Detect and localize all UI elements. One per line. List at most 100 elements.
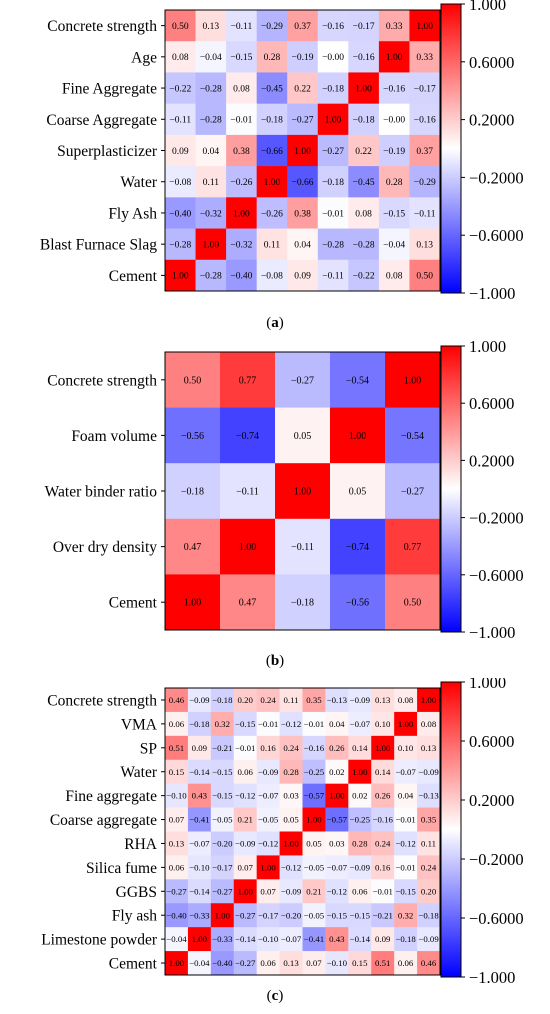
heatmap-cell xyxy=(417,783,441,808)
heatmap-cell xyxy=(417,951,441,976)
heatmap-cell xyxy=(187,927,212,952)
heatmap-cell-value: 0.16 xyxy=(260,743,276,753)
heatmap-cell xyxy=(210,783,235,808)
heatmap-cell-value: 0.24 xyxy=(260,695,276,705)
heatmap-cell xyxy=(287,103,319,136)
heatmap-cell-value: −0.25 xyxy=(304,767,325,777)
heatmap-cell xyxy=(195,72,227,105)
heatmap-cell-value: 1.00 xyxy=(294,147,311,157)
row-label: Fly Ash xyxy=(108,205,157,222)
colorbar-tick-label: −1.000 xyxy=(469,623,515,642)
colorbar-tick-label: −1.000 xyxy=(469,968,515,987)
heatmap-cell-value: 0.50 xyxy=(416,272,433,282)
heatmap-cell-value: 0.03 xyxy=(283,791,299,801)
heatmap-cell xyxy=(378,228,410,261)
heatmap-cell-value: −0.07 xyxy=(395,767,416,777)
heatmap-cell xyxy=(187,711,212,737)
heatmap-cell-value: 1.00 xyxy=(398,719,414,729)
heatmap-cell-value: 0.15 xyxy=(169,767,185,777)
heatmap-cell xyxy=(330,463,386,520)
heatmap-cell-value: −0.17 xyxy=(353,22,375,32)
heatmap-cell-value: −0.13 xyxy=(418,791,439,801)
heatmap-cell-value: 1.00 xyxy=(169,958,185,968)
heatmap-cell-value: −0.27 xyxy=(212,886,233,896)
heatmap-cell-value: −0.04 xyxy=(383,240,405,250)
heatmap-cell-value: 0.04 xyxy=(329,719,345,729)
heatmap-cell-value: 1.00 xyxy=(238,886,254,896)
caption-a: (a) xyxy=(266,315,284,331)
heatmap-cell-value: −0.07 xyxy=(258,791,279,801)
heatmap-cell-value: −0.16 xyxy=(383,84,405,94)
heatmap-cell xyxy=(317,228,349,261)
heatmap-cell xyxy=(417,903,441,928)
heatmap-cell xyxy=(165,166,196,198)
heatmap-cell xyxy=(165,259,196,292)
heatmap-cell xyxy=(233,927,258,952)
heatmap-cell xyxy=(256,927,280,952)
heatmap-cell xyxy=(233,759,258,785)
heatmap-cell xyxy=(385,352,441,408)
heatmap-cell-value: −0.07 xyxy=(281,934,302,944)
heatmap-cell xyxy=(348,903,372,928)
heatmap-cell-value: 1.00 xyxy=(349,431,367,442)
heatmap-cell-value: −0.22 xyxy=(353,272,375,282)
heatmap-cell-value: 1.00 xyxy=(172,272,189,282)
heatmap-cell-value: −0.12 xyxy=(281,719,301,729)
heatmap-cell xyxy=(195,41,227,73)
heatmap-cell-value: 0.15 xyxy=(352,958,368,968)
heatmap-cell-value: 0.11 xyxy=(284,695,299,705)
heatmap-cell-value: 0.50 xyxy=(184,375,202,386)
heatmap-cell xyxy=(371,927,395,952)
heatmap-cell-value: 0.22 xyxy=(294,84,311,94)
heatmap-b-svg: 0.50 0.77 −0.27 −0.54 1.00 −0.56 −0.74 0.05 1.00… xyxy=(45,338,524,642)
heatmap-cell-value: 0.06 xyxy=(260,958,276,968)
row-label: Water xyxy=(120,764,157,781)
heatmap-cell xyxy=(226,259,258,292)
heatmap-cell xyxy=(371,783,395,808)
heatmap-cell-value: 0.04 xyxy=(203,147,220,157)
heatmap-cell xyxy=(302,807,326,832)
heatmap-cell-value: −0.12 xyxy=(281,862,301,872)
heatmap-cell xyxy=(302,831,326,856)
heatmap-cell xyxy=(226,10,258,42)
heatmap-a: 0.50 0.13 −0.11 −0.29 0.37 −0.16 −0.17 0.33 1.00… xyxy=(0,0,550,310)
heatmap-cell xyxy=(371,855,395,880)
heatmap-cell-value: 0.21 xyxy=(306,886,321,896)
heatmap-cell-value: −0.18 xyxy=(418,910,439,920)
heatmap-cell xyxy=(187,831,212,856)
heatmap-cell-value: −0.28 xyxy=(200,84,222,94)
row-label: RHA xyxy=(124,836,158,853)
colorbar-tick-label: −0.6000 xyxy=(469,566,524,585)
heatmap-cell-value: −0.54 xyxy=(346,375,369,386)
heatmap-cell-value: −0.07 xyxy=(350,719,371,729)
heatmap-cell xyxy=(409,166,441,198)
heatmap-cell xyxy=(165,134,196,167)
heatmap-cell xyxy=(330,352,386,408)
heatmap-cells: 0.50 0.77 −0.27 −0.54 1.00 −0.56 −0.74 0.05 1.00… xyxy=(165,352,441,631)
caption-b-letter: b xyxy=(270,653,280,669)
row-label: Foam volume xyxy=(71,428,157,445)
heatmap-cell xyxy=(287,72,319,105)
heatmap-cell-value: −0.18 xyxy=(189,719,210,729)
heatmap-cell-value: −0.15 xyxy=(383,209,405,219)
heatmap-cell xyxy=(256,134,288,167)
heatmap-cell-value: −0.66 xyxy=(261,147,283,157)
heatmap-cell xyxy=(378,72,410,105)
heatmap-cell-value: 0.08 xyxy=(355,209,372,219)
colorbar-tick-label: 0.6000 xyxy=(469,394,514,413)
heatmap-cell xyxy=(302,783,326,808)
heatmap-cell-value: −0.12 xyxy=(258,839,278,849)
heatmap-cell xyxy=(233,688,258,713)
heatmap-cell xyxy=(256,831,280,856)
heatmap-cells: 0.46 −0.09 −0.18 0.20 0.24 0.11 0.35 −0.13 −0.09… xyxy=(165,688,441,976)
heatmap-cell xyxy=(165,759,189,785)
colorbar xyxy=(440,345,462,633)
heatmap-cell-value: −0.21 xyxy=(212,743,232,753)
heatmap-cell xyxy=(348,166,380,198)
heatmap-cell-value: 0.08 xyxy=(386,272,403,282)
heatmap-cell-value: 0.09 xyxy=(192,743,208,753)
row-label: Concrete strength xyxy=(47,692,157,709)
heatmap-cell xyxy=(210,927,235,952)
heatmap-cell-value: −0.28 xyxy=(200,272,222,282)
heatmap-cell xyxy=(275,407,331,464)
